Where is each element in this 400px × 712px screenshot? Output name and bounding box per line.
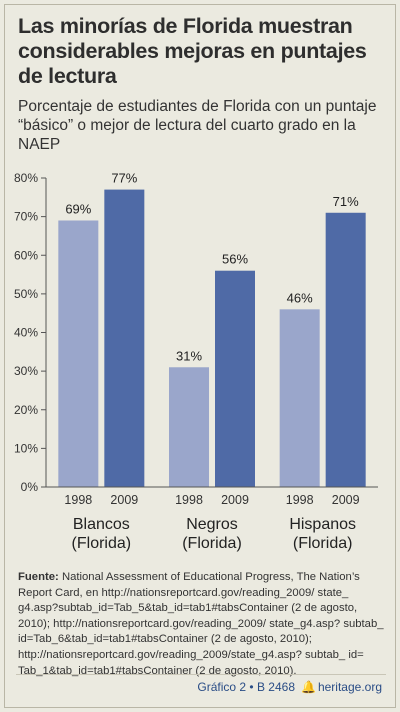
bar xyxy=(104,189,145,487)
series-year-label: 1998 xyxy=(175,493,203,507)
bar xyxy=(279,309,320,487)
y-tick-label: 60% xyxy=(14,248,38,262)
footer: Gráfico 2 • B 2468 🔔 heritage.org xyxy=(197,680,382,694)
bar-value-label: 77% xyxy=(111,171,137,186)
bar xyxy=(58,220,99,488)
category-label: Negros xyxy=(186,516,238,533)
y-tick-label: 80% xyxy=(14,171,38,185)
category-label: (Florida) xyxy=(182,535,242,552)
chart-title: Las minorías de Florida muestran conside… xyxy=(18,14,367,88)
y-tick-label: 50% xyxy=(14,287,38,301)
series-year-label: 2009 xyxy=(332,493,360,507)
bar xyxy=(215,270,255,487)
bars: 69% 77% 31% 56% 46% 71% xyxy=(58,171,366,488)
y-tick-label: 20% xyxy=(14,403,38,417)
category-label: Hispanos xyxy=(289,516,356,533)
y-tick-label: 0% xyxy=(21,480,39,494)
bar-value-label: 56% xyxy=(222,252,248,267)
source-text: National Assessment of Educational Progr… xyxy=(18,571,384,677)
bar-value-label: 46% xyxy=(287,290,313,305)
graphic-frame xyxy=(4,4,396,708)
bar-value-label: 31% xyxy=(176,348,202,363)
liberty-bell-icon: 🔔 xyxy=(301,680,316,694)
bar-value-label: 71% xyxy=(333,194,359,209)
source-label: Fuente: xyxy=(18,571,59,583)
series-year-label: 1998 xyxy=(64,493,92,507)
category-label: Blancos xyxy=(73,516,130,533)
y-tick-label: 70% xyxy=(14,210,38,224)
y-axis: 0% 10% 20% 30% 40% 50% 60% 70% 80% xyxy=(14,171,47,494)
chart-subtitle: Porcentaje de estudiantes de Florida con… xyxy=(18,98,377,153)
x-axis: 1998 2009 Blancos (Florida) 1998 2009 Negros (F… xyxy=(46,486,378,552)
bar xyxy=(325,212,366,487)
y-tick-label: 40% xyxy=(14,326,38,340)
y-tick-label: 30% xyxy=(14,364,38,378)
series-year-label: 2009 xyxy=(110,493,138,507)
series-year-label: 2009 xyxy=(221,493,249,507)
bar xyxy=(169,367,209,487)
bar-value-label: 69% xyxy=(65,201,91,216)
category-label: (Florida) xyxy=(293,535,353,552)
footer-divider xyxy=(16,674,386,675)
bar-chart: 0% 10% 20% 30% 40% 50% 60% 70% 80% 69% 77% 31% 56% 4… xyxy=(14,171,378,552)
series-year-label: 1998 xyxy=(286,493,314,507)
category-label: (Florida) xyxy=(72,535,132,552)
heritage-link[interactable]: heritage.org xyxy=(317,680,382,694)
y-tick-label: 10% xyxy=(14,441,38,455)
source-note: Fuente: National Assessment of Education… xyxy=(18,570,386,679)
chart-reference: Gráfico 2 • B 2468 xyxy=(197,680,295,694)
